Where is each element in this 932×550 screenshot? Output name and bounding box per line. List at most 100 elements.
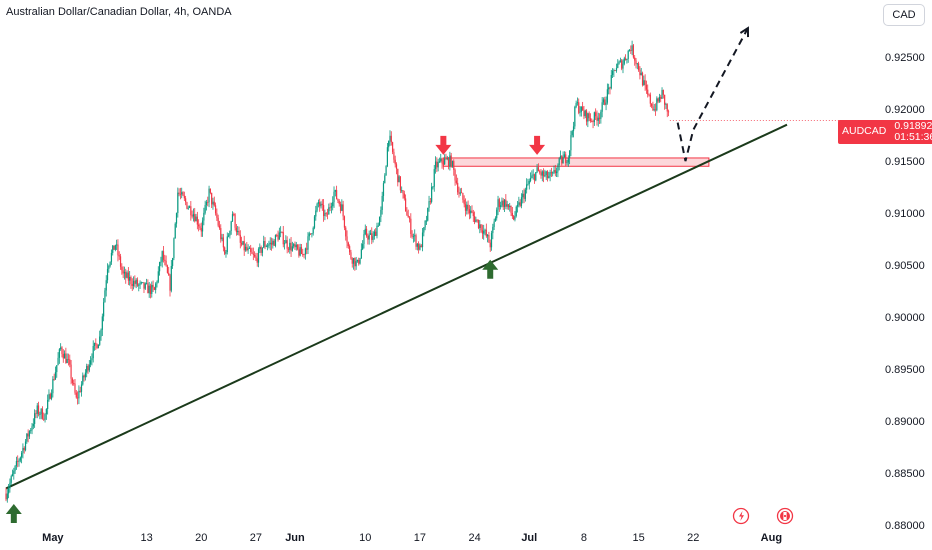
candle-body <box>377 225 379 227</box>
candle <box>66 353 68 364</box>
y-tick-label: 0.90500 <box>885 260 925 272</box>
candle-body <box>468 209 470 214</box>
candle <box>429 198 431 205</box>
candle-body <box>319 202 321 207</box>
y-tick-label: 0.89000 <box>885 416 925 428</box>
candle-body <box>152 284 154 288</box>
candle-body <box>397 168 399 183</box>
candle <box>95 338 97 350</box>
candle-body <box>75 392 77 398</box>
candle-body <box>300 247 303 254</box>
candle-body <box>490 233 493 248</box>
candle-body <box>634 57 636 61</box>
candle <box>454 168 456 186</box>
candle <box>132 276 135 290</box>
candle-body <box>343 216 346 228</box>
candle-body <box>429 201 431 202</box>
candle-body <box>476 219 478 221</box>
candle-body <box>155 283 157 290</box>
candle <box>118 251 120 260</box>
candle <box>108 264 110 273</box>
candle <box>395 162 398 175</box>
candle <box>665 102 667 110</box>
candle <box>457 177 459 195</box>
candle <box>144 282 146 291</box>
price-tag-symbol: AUDCAD <box>842 125 887 137</box>
candle-body <box>294 244 296 248</box>
candle <box>389 130 391 146</box>
candle-body <box>316 203 318 211</box>
candle <box>267 243 269 251</box>
candle <box>268 240 270 249</box>
candle <box>634 55 636 66</box>
lightning-event-icon <box>732 507 750 525</box>
candle <box>220 224 222 243</box>
candle <box>123 266 126 280</box>
candle <box>569 150 571 165</box>
candle-body <box>466 204 468 211</box>
candle <box>654 103 657 116</box>
y-tick-label: 0.88500 <box>885 468 925 480</box>
candle <box>608 83 610 95</box>
candle <box>217 214 219 228</box>
currency-button[interactable]: CAD <box>883 4 925 26</box>
candle <box>110 249 113 265</box>
candle <box>498 197 500 212</box>
candle <box>278 227 280 240</box>
candle-body <box>229 230 231 236</box>
candle-body <box>283 243 286 245</box>
candle-body <box>93 342 96 346</box>
candle <box>114 244 116 252</box>
candle-body <box>375 231 377 236</box>
candle-body <box>481 230 484 234</box>
candle <box>67 353 70 366</box>
candle-body <box>78 390 80 399</box>
candle <box>554 164 556 177</box>
candle <box>302 248 304 257</box>
candle-body <box>158 262 161 272</box>
candle <box>556 167 558 178</box>
candle-body <box>523 193 525 199</box>
candle-body <box>37 405 40 415</box>
candle <box>363 230 365 249</box>
candle-body <box>157 271 159 282</box>
candle-body <box>608 87 610 90</box>
candle-body <box>26 433 28 442</box>
candle-body <box>464 204 467 211</box>
candle-body <box>211 192 213 205</box>
candle <box>246 242 248 252</box>
candle <box>23 446 25 454</box>
candle <box>152 280 154 292</box>
candle-body <box>233 214 235 215</box>
candle-body <box>649 94 651 104</box>
candle-body <box>391 142 394 152</box>
candle-body <box>108 265 110 269</box>
y-tick-label: 0.88000 <box>885 520 925 532</box>
candle <box>378 216 381 226</box>
candle <box>493 218 495 231</box>
candle-body <box>447 158 450 167</box>
x-tick-label: 13 <box>140 532 152 544</box>
candle-body <box>630 50 632 51</box>
candle-body <box>457 182 459 193</box>
candle-body <box>451 161 454 167</box>
candle <box>474 211 476 225</box>
candle <box>601 97 603 118</box>
candle-body <box>539 171 541 173</box>
candle-body <box>43 418 45 420</box>
candle <box>416 242 418 251</box>
candle-body <box>410 218 412 234</box>
candle-body <box>493 221 495 227</box>
candle-body <box>274 235 277 246</box>
x-tick-label: Jun <box>285 532 305 544</box>
candle <box>652 101 654 111</box>
candle <box>365 226 368 238</box>
candle <box>548 171 550 179</box>
candle-body <box>61 347 63 354</box>
x-tick-label: 17 <box>414 532 426 544</box>
candle <box>406 207 408 216</box>
candle-body <box>385 165 387 176</box>
chart-title: Australian Dollar/Canadian Dollar, 4h, O… <box>6 6 232 18</box>
candle <box>574 105 576 130</box>
